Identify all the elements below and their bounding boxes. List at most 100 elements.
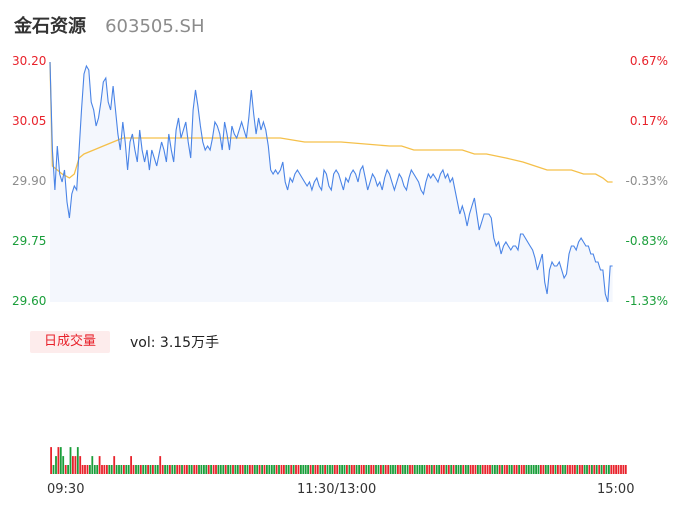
volume-bar [55,456,57,474]
volume-bar [350,465,353,474]
volume-bar [559,465,562,474]
volume-bar [479,465,482,474]
volume-bar [115,465,118,474]
volume-bar [484,465,487,474]
volume-bar [169,465,171,474]
volume-bar [190,465,193,474]
volume-bar [331,465,334,474]
volume-bar [91,456,94,474]
volume-bar [464,465,467,474]
volume-tab-button[interactable]: 日成交量 [30,331,110,353]
volume-bar [176,465,179,474]
volume-bar [501,465,503,474]
volume-bar [161,465,164,474]
volume-bar [341,465,343,474]
volume-bar [159,456,162,474]
volume-bar [617,465,620,474]
volume-bar [224,465,227,474]
volume-bar [227,465,229,474]
volume-bar [135,465,137,474]
volume-bar [595,465,598,474]
volume-bar [67,465,69,474]
volume-bar [549,465,552,474]
volume-bar [445,465,448,474]
volume-bar [508,465,511,474]
volume-bar [326,465,329,474]
volume-bar [447,465,450,474]
volume-bar [198,465,200,474]
pct-tick-0: 0.67% [629,54,668,68]
volume-bar [142,465,145,474]
volume-bar [462,465,465,474]
volume-bar [477,465,479,474]
volume-bar [411,465,414,474]
volume-bar [110,465,113,474]
volume-bar [304,465,307,474]
volume-bar [372,465,375,474]
volume-bar [358,465,360,474]
price-tick-3: 29.75 [12,234,47,248]
volume-value: 3.15万手 [159,335,220,351]
volume-prefix: vol: [130,335,160,351]
volume-bar [52,465,55,474]
volume-bar [132,465,135,474]
volume-bar [591,465,593,474]
volume-bar [93,465,96,474]
volume-bar [392,465,394,474]
volume-bar [149,465,152,474]
volume-bar [605,465,608,474]
volume-bar [622,465,625,474]
x-tick-close: 15:00 [597,482,635,497]
volume-bar [324,465,326,474]
volume-bar [253,465,256,474]
volume-bar [86,465,89,474]
stock-code: 603505.SH [105,16,205,37]
volume-bar [210,465,212,474]
volume-bar [578,465,581,474]
volume-bar [164,465,166,474]
volume-bar [309,465,312,474]
volume-bar [205,465,208,474]
volume-bar [125,465,128,474]
volume-bar [195,465,198,474]
volume-bar [329,465,331,474]
volume-bar [232,465,234,474]
volume-bar [615,465,617,474]
volume-bar [443,465,445,474]
volume-bar [515,465,518,474]
volume-bar [566,465,569,474]
volume-bar [537,465,540,474]
volume-bar [246,465,249,474]
volume-bar [367,465,370,474]
volume-bar [426,465,428,474]
volume-bar [457,465,460,474]
volume-bar [363,465,365,474]
volume-bar [489,465,491,474]
volume-bar [365,465,368,474]
volume-bar [557,465,559,474]
volume-bar [523,465,525,474]
volume-bar [285,465,288,474]
x-tick-midday: 11:30/13:00 [297,482,377,497]
price-area-fill [50,62,613,302]
volume-bar [263,465,266,474]
volume-bar [583,465,586,474]
volume-bar [438,465,440,474]
volume-bar [440,465,443,474]
volume-bar [280,465,283,474]
volume-bar [229,465,232,474]
price-tick-2: 29.90 [12,174,47,188]
volume-bar [612,465,615,474]
pct-tick-1: 0.17% [629,114,668,128]
volume-bar [270,465,273,474]
volume-bar [118,465,120,474]
volume-bar [249,465,251,474]
price-tick-4: 29.60 [12,294,47,308]
volume-bar [333,465,336,474]
volume-bar [64,465,67,474]
volume-bar [530,465,533,474]
volume-bar [236,465,239,474]
volume-bar [234,465,237,474]
volume-bar [544,465,547,474]
volume-bar [251,465,254,474]
